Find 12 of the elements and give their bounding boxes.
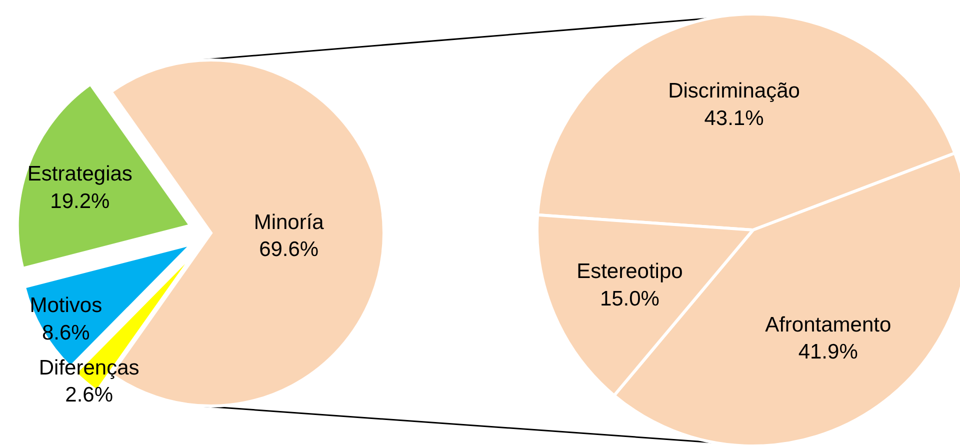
slice-label: Estrategias: [27, 162, 132, 186]
slice-label: Discriminação: [668, 80, 800, 103]
data-label: 15.0%: [600, 287, 660, 310]
slice-label: Minoría: [254, 210, 324, 234]
slice-label: Motivos: [30, 294, 102, 318]
data-label: 41.9%: [798, 340, 858, 364]
data-label: 2.6%: [65, 384, 114, 407]
data-label: 19.2%: [50, 190, 110, 213]
slice-label: Estereotipo: [576, 260, 683, 284]
data-label: 43.1%: [704, 106, 764, 130]
slice-label: Afrontamento: [765, 313, 892, 336]
data-label: 69.6%: [259, 238, 319, 262]
